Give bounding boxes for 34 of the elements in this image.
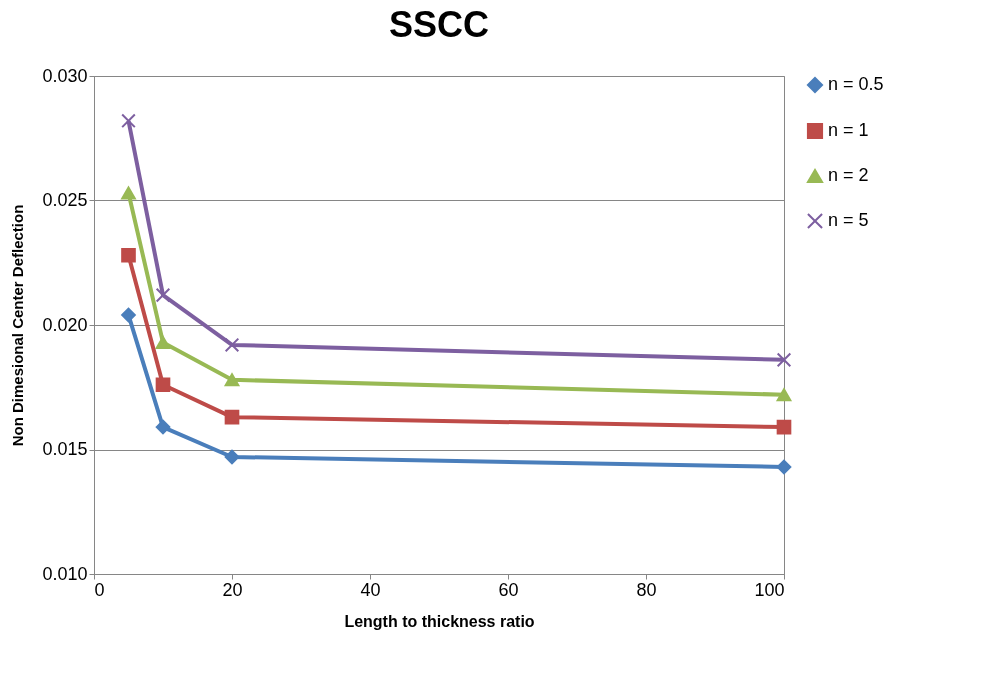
x-tick-label: 100 bbox=[754, 579, 785, 600]
x-tick-label: 20 bbox=[222, 579, 243, 600]
legend-label: n = 0.5 bbox=[828, 74, 884, 94]
point bbox=[224, 337, 240, 353]
x-tick-label: 80 bbox=[636, 579, 657, 600]
legend-label: n = 1 bbox=[828, 120, 869, 140]
point bbox=[155, 287, 171, 303]
point bbox=[155, 377, 171, 393]
point bbox=[121, 186, 136, 200]
y-tick-label: 0.025 bbox=[42, 190, 88, 210]
y-tick-label: 0.010 bbox=[42, 563, 88, 584]
x-axis-title: Length to thickness ratio bbox=[344, 612, 535, 630]
legend-label: n = 5 bbox=[828, 210, 869, 230]
point bbox=[776, 459, 792, 475]
point bbox=[224, 449, 240, 465]
y-tick-label: 0.030 bbox=[42, 65, 88, 86]
point bbox=[121, 247, 136, 263]
legend-label: n = 2 bbox=[828, 165, 869, 185]
x-tick-label: 60 bbox=[498, 579, 519, 600]
point bbox=[155, 419, 171, 435]
x-tick-label: 40 bbox=[360, 579, 381, 600]
point bbox=[224, 409, 240, 425]
point bbox=[776, 419, 792, 435]
point bbox=[121, 307, 136, 323]
point bbox=[224, 373, 240, 387]
chart-title: SSCC bbox=[388, 4, 490, 45]
point bbox=[776, 388, 792, 402]
point bbox=[121, 113, 136, 129]
x-tick-label: 0 bbox=[94, 579, 105, 600]
y-axis-title: Non Dimesional Center Deflection bbox=[9, 204, 27, 447]
point bbox=[155, 335, 171, 349]
point bbox=[776, 352, 792, 368]
y-tick-label: 0.020 bbox=[42, 314, 88, 335]
y-tick-label: 0.015 bbox=[42, 439, 88, 459]
